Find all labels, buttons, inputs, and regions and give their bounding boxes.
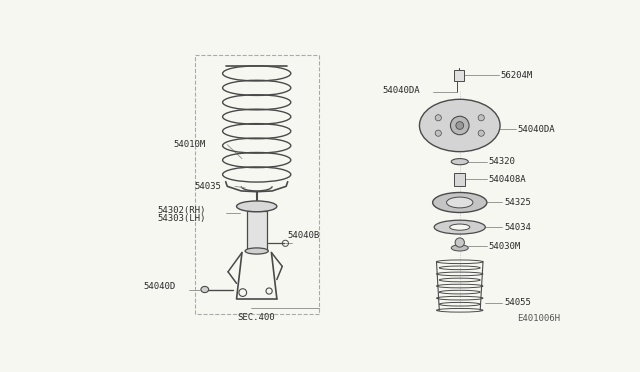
Ellipse shape (201, 286, 209, 293)
Bar (246, 211, 267, 251)
Circle shape (455, 238, 465, 247)
Text: 54040D: 54040D (143, 282, 176, 291)
Circle shape (435, 130, 442, 136)
Text: 54040DA: 54040DA (382, 86, 420, 95)
Text: 54325: 54325 (504, 198, 531, 207)
Ellipse shape (447, 197, 473, 208)
Text: 540408A: 540408A (488, 175, 526, 184)
Ellipse shape (433, 192, 487, 212)
Circle shape (451, 116, 469, 135)
Text: 54320: 54320 (488, 157, 515, 166)
Ellipse shape (245, 248, 268, 254)
Text: 54055: 54055 (504, 298, 531, 307)
Text: 54034: 54034 (504, 222, 531, 232)
Text: 54302(RH): 54302(RH) (157, 206, 206, 215)
Bar (454, 70, 465, 81)
Text: 56204M: 56204M (500, 71, 532, 80)
Ellipse shape (450, 224, 470, 230)
Text: 54040DA: 54040DA (517, 125, 555, 134)
Circle shape (478, 115, 484, 121)
Text: SEC.400: SEC.400 (237, 312, 275, 322)
Ellipse shape (434, 220, 485, 234)
Ellipse shape (451, 158, 468, 165)
Circle shape (435, 115, 442, 121)
Text: E401006H: E401006H (518, 314, 561, 323)
Circle shape (456, 122, 463, 129)
Text: 54035: 54035 (195, 182, 221, 191)
Text: 54303(LH): 54303(LH) (157, 214, 206, 223)
Text: 54030M: 54030M (488, 242, 521, 251)
Ellipse shape (451, 245, 468, 251)
Text: 54010M: 54010M (173, 140, 205, 149)
Circle shape (478, 130, 484, 136)
Ellipse shape (419, 99, 500, 152)
Ellipse shape (237, 201, 277, 212)
Bar (454, 173, 465, 186)
Text: 54040B: 54040B (287, 231, 319, 240)
